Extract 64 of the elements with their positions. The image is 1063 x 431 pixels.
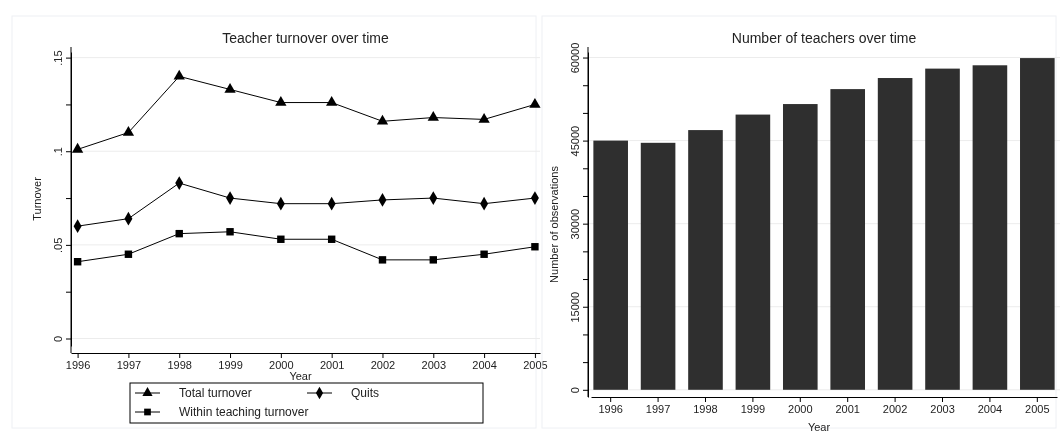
x-tick-label: 2001 [319, 358, 345, 371]
x-tick-label: 2005 [1025, 402, 1050, 415]
y-tick-label: .15 [52, 50, 64, 66]
x-tick-label: 1999 [740, 402, 766, 415]
point [275, 96, 287, 106]
legend-label: Within teaching turnover [179, 405, 309, 419]
bar [925, 68, 960, 390]
point [326, 96, 338, 106]
y-tick-label: 0 [569, 387, 581, 394]
y-tick-label: 0 [52, 335, 64, 343]
x-tick-label: 2002 [370, 358, 396, 371]
y-tick-label: 60000 [569, 42, 581, 74]
point [224, 82, 236, 93]
point [378, 256, 387, 264]
bar [972, 65, 1008, 390]
bar [877, 78, 913, 390]
x-tick-label: 2002 [882, 402, 908, 415]
point [376, 114, 389, 125]
x-tick-label: 1998 [693, 402, 718, 415]
x-tick-label: 2001 [835, 402, 860, 415]
y-tick-label: 30000 [569, 208, 581, 240]
x-tick-label: 2004 [472, 358, 497, 371]
point [427, 111, 439, 121]
bar [735, 114, 771, 390]
bar [640, 142, 676, 390]
chart-title: Number of teachers over time [731, 30, 917, 46]
x-tick-label: 2005 [523, 358, 548, 371]
y-tick-label: 45000 [569, 125, 581, 157]
chart-title: Teacher turnover over time [222, 30, 389, 46]
point [226, 228, 234, 236]
x-tick-label: 2000 [788, 402, 813, 415]
legend-label: Quits [351, 386, 380, 400]
y-tick-label: .1 [52, 147, 64, 157]
y-axis-title: Turnover [31, 176, 43, 221]
point [478, 112, 490, 123]
x-tick-label: 1996 [65, 358, 91, 371]
point [71, 142, 84, 153]
x-tick-label: 1999 [218, 358, 243, 371]
x-tick-label: 1997 [116, 358, 142, 371]
point [122, 126, 135, 136]
x-tick-label: 2003 [421, 358, 447, 371]
bar [1020, 58, 1055, 390]
y-axis-title: Number of observations [548, 165, 560, 283]
x-tick-label: 1998 [167, 358, 192, 371]
point [277, 235, 285, 243]
bar [688, 130, 723, 390]
bar [830, 89, 866, 390]
legend-label: Total turnover [179, 386, 252, 400]
point [531, 243, 539, 251]
x-tick-label: 2000 [269, 358, 294, 371]
x-tick-label: 1996 [598, 402, 623, 415]
y-tick-label: .05 [52, 237, 64, 254]
x-tick-label: 1997 [645, 402, 671, 415]
x-axis-title: Year [807, 421, 831, 431]
bar [782, 104, 818, 390]
point [529, 97, 541, 108]
x-tick-label: 2004 [977, 402, 1003, 415]
bar [593, 140, 628, 390]
point [173, 69, 185, 80]
point [429, 256, 437, 264]
point [480, 250, 488, 258]
x-axis-title: Year [289, 370, 312, 382]
y-tick-label: 15000 [569, 291, 581, 323]
x-tick-label: 2003 [930, 402, 955, 415]
